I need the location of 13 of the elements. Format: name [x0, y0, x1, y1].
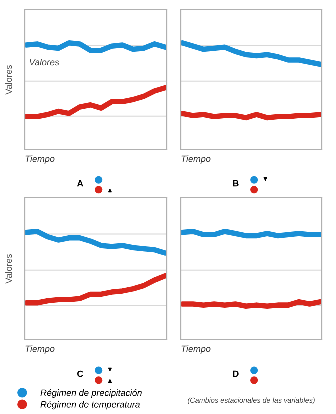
x-axis-title: Tiempo [182, 156, 211, 164]
text: A [77, 180, 84, 187]
text: C [77, 370, 84, 378]
x-axis-title: Tiempo [26, 346, 55, 354]
x-axis-title: Tiempo [26, 156, 55, 164]
text: D [233, 370, 239, 378]
legend-label: Régimen de precipitación [40, 389, 142, 398]
y-axis-title: Valores [5, 65, 12, 95]
legend-label: Régimen de temperatura [40, 401, 140, 410]
annotation: Valores [30, 58, 60, 66]
y-axis-title: Valores [5, 254, 12, 284]
text: B [233, 180, 239, 187]
x-axis-title: Tiempo [182, 346, 211, 354]
